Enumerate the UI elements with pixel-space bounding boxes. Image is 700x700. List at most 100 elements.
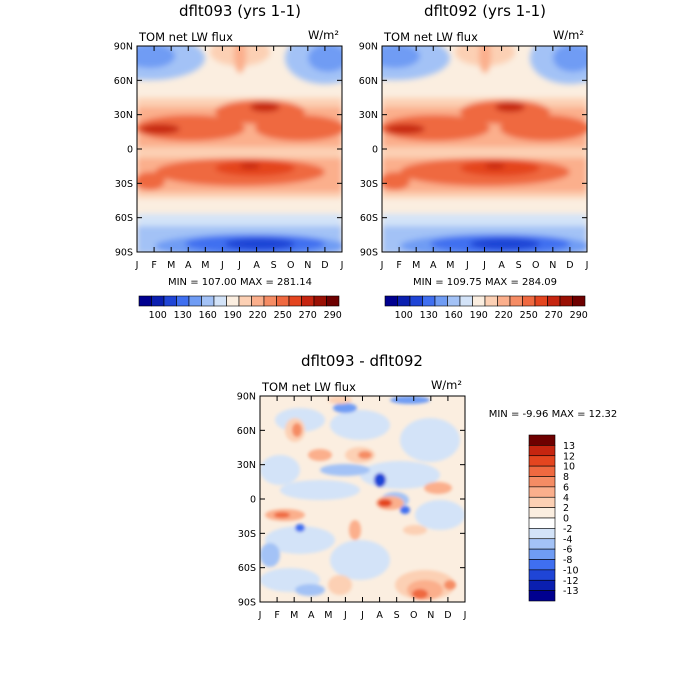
colorbar-swatch (528, 569, 556, 581)
y-tick-label: 90N (237, 392, 256, 403)
x-tick-label: O (287, 260, 294, 271)
heatmap-field (260, 396, 465, 602)
x-tick-label: J (465, 260, 469, 271)
colorbar-swatch (384, 295, 398, 307)
y-tick-label: 90N (359, 42, 378, 53)
x-tick-label: J (463, 610, 467, 621)
colorbar-swatch (434, 295, 448, 307)
colorbar-swatch (459, 295, 473, 307)
units-label: W/m² (431, 378, 462, 392)
x-tick-label: S (271, 260, 277, 271)
colorbar-label: -10 (563, 565, 579, 576)
colorbar-swatch (288, 295, 302, 307)
y-tick-label: 0 (250, 495, 256, 506)
panel-dflt092: dflt092 (yrs 1-1) (359, 2, 589, 321)
colorbar-swatch (397, 295, 411, 307)
colorbar-label: 290 (570, 310, 588, 321)
colorbar-swatch (201, 295, 215, 307)
colorbar-swatch (522, 295, 536, 307)
colorbar-label: 220 (495, 310, 513, 321)
colorbar-swatch (528, 579, 556, 591)
colorbar-label: 270 (545, 310, 563, 321)
x-tick-label: J (343, 610, 347, 621)
x-tick-label: A (308, 610, 315, 621)
colorbar-label: 250 (274, 310, 292, 321)
colorbar-swatch (301, 295, 315, 307)
y-tick-label: 30S (360, 179, 378, 190)
colorbar-swatch (528, 548, 556, 560)
colorbar-swatch (138, 295, 152, 307)
panel-dflt093: dflt093 (yrs 1-1) (114, 2, 344, 321)
colorbar: 100 130 160 190 220 250 270 290 (384, 295, 588, 321)
colorbar-swatch (528, 528, 556, 540)
colorbar-swatch (528, 507, 556, 519)
colorbar-swatch (528, 496, 556, 508)
y-tick-label: 90S (360, 248, 378, 259)
x-tick-label: F (396, 260, 401, 271)
x-tick-label: D (321, 260, 328, 271)
minmax-text: MIN = 109.75 MAX = 284.09 (413, 277, 557, 288)
colorbar-label: 2 (563, 503, 569, 514)
colorbar-swatch (151, 295, 165, 307)
y-tick-label: 90S (115, 248, 133, 259)
y-tick-label: 60S (115, 213, 133, 224)
x-tick-label: J (482, 260, 486, 271)
colorbar-swatch (422, 295, 436, 307)
y-tick-label: 0 (372, 145, 378, 156)
colorbar-label: -4 (563, 534, 572, 545)
colorbar-label: -13 (563, 586, 579, 597)
colorbar-label: 220 (249, 310, 267, 321)
colorbar-label: -6 (563, 545, 572, 556)
colorbar-swatch (251, 295, 265, 307)
colorbar-label: 100 (149, 310, 167, 321)
colorbar-swatch (528, 486, 556, 498)
colorbar-label: 190 (224, 310, 242, 321)
colorbar-swatch (447, 295, 461, 307)
colorbar-swatch (559, 295, 573, 307)
x-tick-label: F (151, 260, 156, 271)
colorbar-swatch (528, 434, 556, 446)
y-tick-label: 30N (359, 110, 378, 121)
colorbar-swatch (188, 295, 202, 307)
colorbar-label: -12 (563, 576, 579, 587)
units-label: W/m² (308, 28, 339, 42)
colorbar-swatch (238, 295, 252, 307)
y-tick-label: 30S (238, 529, 256, 540)
heatmap-field (382, 46, 587, 252)
colorbar-swatch (528, 476, 556, 488)
y-tick-label: 90S (238, 598, 256, 609)
y-tick-label: 30S (115, 179, 133, 190)
x-tick-label: F (274, 610, 279, 621)
colorbar-label: -8 (563, 555, 572, 566)
x-tick-label: M (290, 610, 298, 621)
colorbar-swatch (528, 465, 556, 477)
colorbar-label: 6 (563, 482, 569, 493)
variable-label: TOM net LW flux (383, 30, 478, 44)
y-tick-label: 60S (360, 213, 378, 224)
minmax-text: MIN = 107.00 MAX = 281.14 (168, 277, 312, 288)
colorbar-swatch (276, 295, 290, 307)
colorbar-swatch (528, 538, 556, 550)
y-tick-label: 60S (238, 563, 256, 574)
y-tick-label: 60N (237, 426, 256, 437)
y-tick-label: 0 (127, 145, 133, 156)
colorbar-label: 130 (174, 310, 192, 321)
y-tick-label: 90N (114, 42, 133, 53)
x-tick-label: M (412, 260, 420, 271)
colorbar-swatch (409, 295, 423, 307)
x-tick-label: J (237, 260, 241, 271)
colorbar-label: 290 (324, 310, 342, 321)
x-tick-label: M (446, 260, 454, 271)
panel-title: dflt093 (yrs 1-1) (179, 2, 301, 20)
colorbar-label: 12 (563, 451, 575, 462)
x-tick-label: M (167, 260, 175, 271)
colorbar-swatch (528, 445, 556, 457)
colorbar-label: 160 (445, 310, 463, 321)
x-tick-label: D (566, 260, 573, 271)
x-tick-label: J (340, 260, 344, 271)
x-tick-label: N (427, 610, 434, 621)
x-tick-label: J (585, 260, 589, 271)
colorbar-swatch (528, 517, 556, 529)
